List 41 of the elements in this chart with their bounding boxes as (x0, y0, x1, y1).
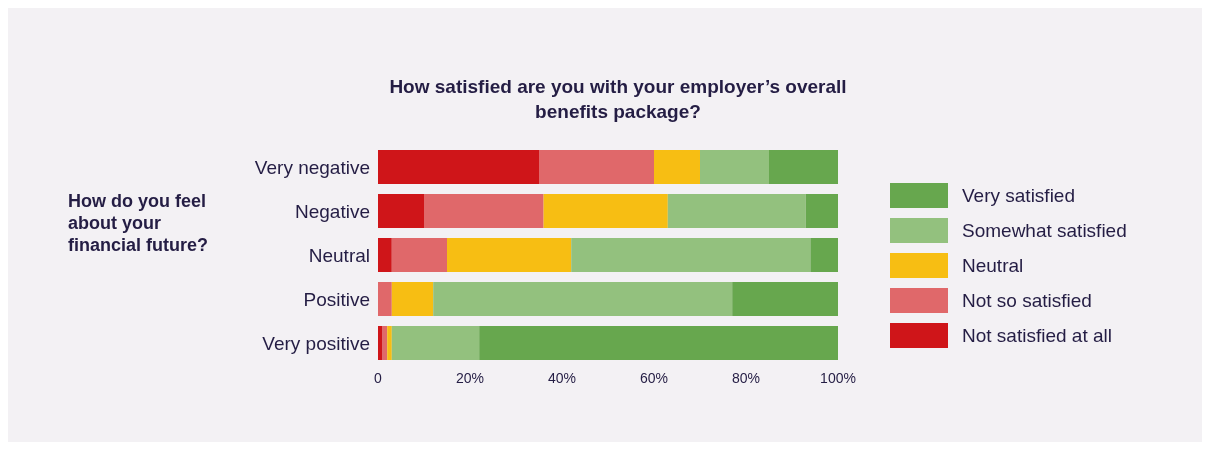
bar (391, 238, 447, 272)
x-tick-label: 100% (820, 369, 856, 386)
legend-label: Very satisfied (962, 184, 1075, 207)
bar (378, 150, 539, 184)
y-tick-label: Neutral (308, 244, 370, 266)
bar (654, 150, 700, 184)
y-tick-label: Negative (295, 200, 370, 222)
y-tick-label: Very negative (254, 156, 370, 178)
bar (424, 194, 544, 228)
bar (732, 282, 838, 316)
bar (769, 150, 838, 184)
bar (378, 326, 383, 360)
bar (479, 326, 838, 360)
x-tick-label: 0 (374, 369, 383, 386)
legend-label: Somewhat satisfied (962, 219, 1127, 242)
bar (667, 194, 806, 228)
x-tick-label: 20% (455, 369, 485, 386)
bar (543, 194, 668, 228)
y-tick-label: Very positive (262, 332, 370, 354)
bar (391, 326, 480, 360)
x-tick-label: 80% (731, 369, 761, 386)
legend-label: Not so satisfied (962, 289, 1092, 312)
bar (378, 282, 392, 316)
bar (539, 150, 654, 184)
bar (810, 238, 838, 272)
legend-label: Not satisfied at all (962, 324, 1112, 347)
bar (447, 238, 572, 272)
y-axis-title: How do you feel about your financial future? (68, 190, 209, 256)
bar (805, 194, 838, 228)
legend-label: Neutral (962, 254, 1024, 277)
x-tick-label: 40% (547, 369, 577, 386)
bar (571, 238, 811, 272)
bar (387, 326, 392, 360)
y-tick-label: Positive (303, 288, 370, 310)
bar (378, 238, 392, 272)
chart-title: How satisfied are you with your employer’s overall benefits package? (388, 75, 848, 124)
bar (391, 282, 434, 316)
bar (700, 150, 769, 184)
bar (433, 282, 733, 316)
x-tick-label: 60% (639, 369, 669, 386)
bar (378, 194, 424, 228)
